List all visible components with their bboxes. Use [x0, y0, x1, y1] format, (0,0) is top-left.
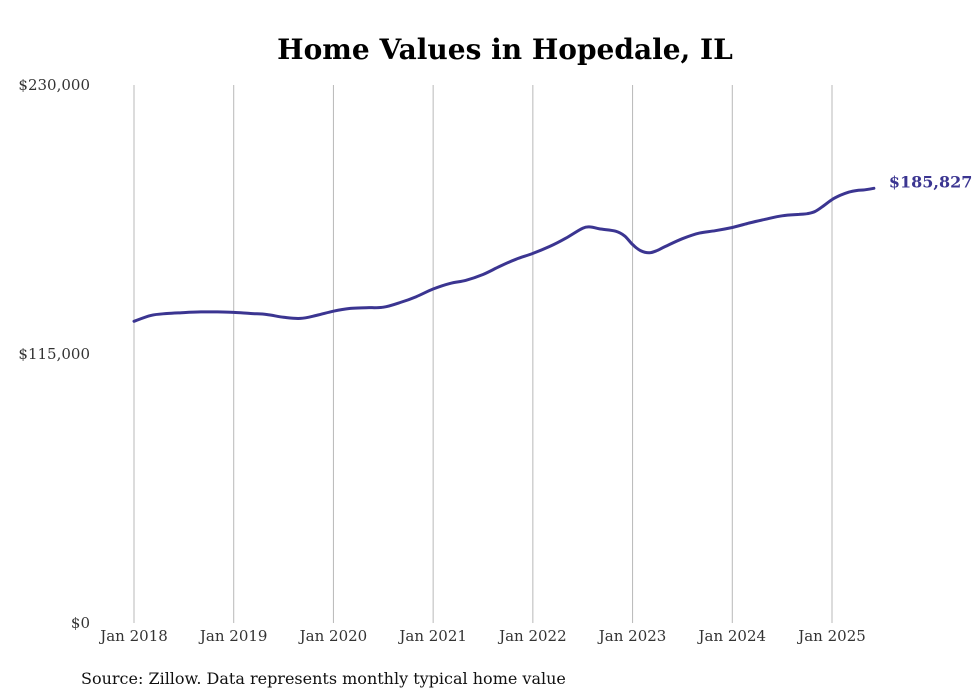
x-tick-label: Jan 2024	[697, 627, 767, 645]
chart-title: Home Values in Hopedale, IL	[277, 33, 733, 66]
x-tick-label: Jan 2022	[497, 627, 567, 645]
x-tick-label: Jan 2025	[796, 627, 866, 645]
y-tick-label: $115,000	[18, 345, 90, 363]
y-tick-label: $230,000	[18, 76, 90, 94]
x-tick-label: Jan 2019	[198, 627, 268, 645]
x-tick-label: Jan 2023	[597, 627, 667, 645]
x-tick-label: Jan 2018	[98, 627, 168, 645]
y-tick-label: $0	[71, 614, 90, 632]
x-tick-label: Jan 2021	[397, 627, 467, 645]
x-axis-ticks: Jan 2018 Jan 2019 Jan 2020 Jan 2021 Jan 2022…	[98, 627, 866, 645]
latest-value-label: $185,827	[889, 172, 973, 191]
gridlines	[133, 85, 833, 623]
source-note: Source: Zillow. Data represents monthly …	[81, 669, 566, 688]
x-tick-label: Jan 2020	[298, 627, 368, 645]
y-axis-ticks: $0 $115,000 $230,000	[18, 76, 90, 632]
home-value-line	[132, 186, 876, 323]
